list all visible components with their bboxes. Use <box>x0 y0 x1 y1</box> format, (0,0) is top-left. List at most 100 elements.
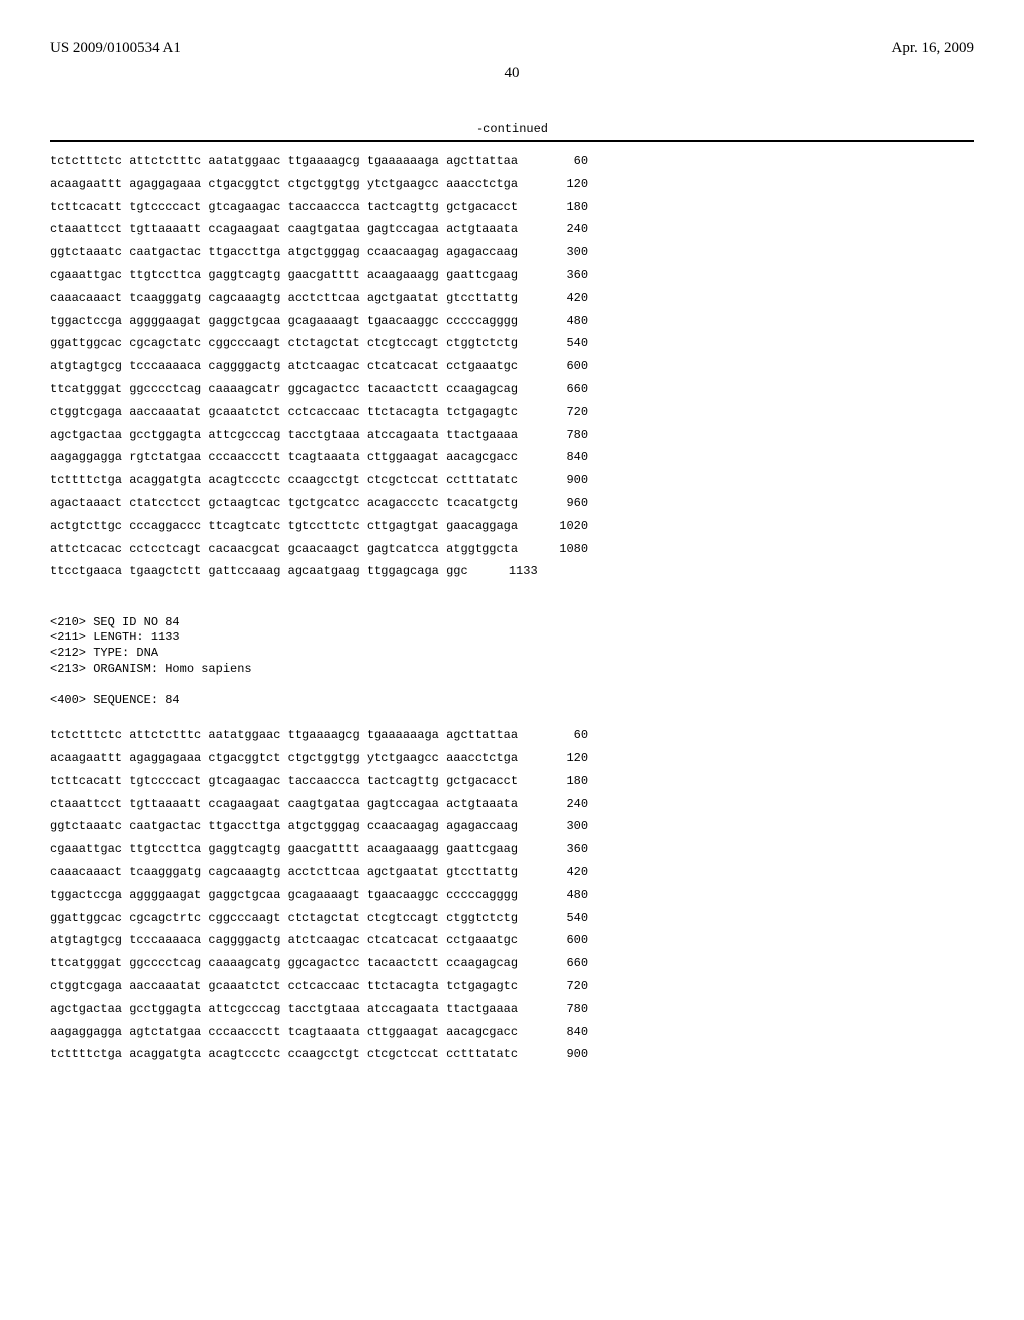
sequence-text: ctggtcgaga aaccaaatat gcaaatctct cctcacc… <box>50 975 518 998</box>
sequence-text: ctaaattcct tgttaaaatt ccagaagaat caagtga… <box>50 218 518 241</box>
sequence-text: ggattggcac cgcagctrtc cggcccaagt ctctagc… <box>50 907 518 930</box>
sequence-text: agactaaact ctatcctcct gctaagtcac tgctgca… <box>50 492 518 515</box>
sequence-row: ggtctaaatc caatgactac ttgaccttga atgctgg… <box>50 815 974 838</box>
publication-date: Apr. 16, 2009 <box>892 40 975 57</box>
sequence-row: ctggtcgaga aaccaaatat gcaaatctct cctcacc… <box>50 975 974 998</box>
sequence-row: ctaaattcct tgttaaaatt ccagaagaat caagtga… <box>50 218 974 241</box>
sequence-row: tctctttctc attctctttc aatatggaac ttgaaaa… <box>50 724 974 747</box>
sequence-text: caaacaaact tcaagggatg cagcaaagtg acctctt… <box>50 287 518 310</box>
sequence-row: aagaggagga agtctatgaa cccaaccctt tcagtaa… <box>50 1021 974 1044</box>
sequence-text: agctgactaa gcctggagta attcgcccag tacctgt… <box>50 998 518 1021</box>
sequence-row: agactaaact ctatcctcct gctaagtcac tgctgca… <box>50 492 974 515</box>
sequence-row: ggtctaaatc caatgactac ttgaccttga atgctgg… <box>50 241 974 264</box>
sequence-row: ggattggcac cgcagctatc cggcccaagt ctctagc… <box>50 332 974 355</box>
sequence-text: tcttttctga acaggatgta acagtccctc ccaagcc… <box>50 469 518 492</box>
sequence-position: 240 <box>548 793 588 816</box>
sequence-position: 840 <box>548 446 588 469</box>
sequence-text: aagaggagga agtctatgaa cccaaccctt tcagtaa… <box>50 1021 518 1044</box>
sequence-row: cgaaattgac ttgtccttca gaggtcagtg gaacgat… <box>50 838 974 861</box>
sequence-text: tcttcacatt tgtccccact gtcagaagac taccaac… <box>50 770 518 793</box>
sequence-text: caaacaaact tcaagggatg cagcaaagtg acctctt… <box>50 861 518 884</box>
sequence-row: tggactccga aggggaagat gaggctgcaa gcagaaa… <box>50 884 974 907</box>
publication-number: US 2009/0100534 A1 <box>50 40 181 57</box>
sequence-row: ttcatgggat ggcccctcag caaaagcatr ggcagac… <box>50 378 974 401</box>
sequence-text: ctggtcgaga aaccaaatat gcaaatctct cctcacc… <box>50 401 518 424</box>
sequence-row: tctctttctc attctctttc aatatggaac ttgaaaa… <box>50 150 974 173</box>
sequence-position: 240 <box>548 218 588 241</box>
sequence-text: aagaggagga rgtctatgaa cccaaccctt tcagtaa… <box>50 446 518 469</box>
meta-seq-id: <210> SEQ ID NO 84 <box>50 615 180 629</box>
sequence-position: 660 <box>548 952 588 975</box>
sequence-row: caaacaaact tcaagggatg cagcaaagtg acctctt… <box>50 287 974 310</box>
sequence-position: 300 <box>548 241 588 264</box>
sequence-position: 900 <box>548 469 588 492</box>
sequence-row: tcttttctga acaggatgta acagtccctc ccaagcc… <box>50 469 974 492</box>
sequence-text: attctcacac cctcctcagt cacaacgcat gcaacaa… <box>50 538 518 561</box>
sequence-text: ttcctgaaca tgaagctctt gattccaaag agcaatg… <box>50 560 468 583</box>
sequence-row: acaagaattt agaggagaaa ctgacggtct ctgctgg… <box>50 747 974 770</box>
sequence-text: tctctttctc attctctttc aatatggaac ttgaaaa… <box>50 724 518 747</box>
sequence-position: 120 <box>548 173 588 196</box>
sequence-position: 300 <box>548 815 588 838</box>
sequence-row: aagaggagga rgtctatgaa cccaaccctt tcagtaa… <box>50 446 974 469</box>
sequence-row: tggactccga aggggaagat gaggctgcaa gcagaaa… <box>50 310 974 333</box>
sequence-text: tggactccga aggggaagat gaggctgcaa gcagaaa… <box>50 310 518 333</box>
sequence-text: ctaaattcct tgttaaaatt ccagaagaat caagtga… <box>50 793 518 816</box>
sequence-position: 840 <box>548 1021 588 1044</box>
sequence-position: 360 <box>548 264 588 287</box>
sequence-position: 720 <box>548 975 588 998</box>
sequence-position: 720 <box>548 401 588 424</box>
sequence-position: 60 <box>548 150 588 173</box>
sequence-row: ttcatgggat ggcccctcag caaaagcatg ggcagac… <box>50 952 974 975</box>
sequence-position: 900 <box>548 1043 588 1066</box>
sequence-text: cgaaattgac ttgtccttca gaggtcagtg gaacgat… <box>50 838 518 861</box>
sequence-text: ggtctaaatc caatgactac ttgaccttga atgctgg… <box>50 241 518 264</box>
meta-type: <212> TYPE: DNA <box>50 646 158 660</box>
sequence-row: attctcacac cctcctcagt cacaacgcat gcaacaa… <box>50 538 974 561</box>
sequence-row: ctggtcgaga aaccaaatat gcaaatctct cctcacc… <box>50 401 974 424</box>
sequence-text: tcttttctga acaggatgta acagtccctc ccaagcc… <box>50 1043 518 1066</box>
sequence-text: agctgactaa gcctggagta attcgcccag tacctgt… <box>50 424 518 447</box>
sequence-position: 600 <box>548 355 588 378</box>
sequence-position: 600 <box>548 929 588 952</box>
sequence-row: ttcctgaaca tgaagctctt gattccaaag agcaatg… <box>50 560 974 583</box>
sequence-position: 480 <box>548 310 588 333</box>
sequence-position: 1080 <box>548 538 588 561</box>
sequence-text: acaagaattt agaggagaaa ctgacggtct ctgctgg… <box>50 173 518 196</box>
sequence-row: cgaaattgac ttgtccttca gaggtcagtg gaacgat… <box>50 264 974 287</box>
sequence-position: 120 <box>548 747 588 770</box>
meta-organism: <213> ORGANISM: Homo sapiens <box>50 662 252 676</box>
sequence-row: acaagaattt agaggagaaa ctgacggtct ctgctgg… <box>50 173 974 196</box>
sequence-row: actgtcttgc cccaggaccc ttcagtcatc tgtcctt… <box>50 515 974 538</box>
sequence-position: 540 <box>548 907 588 930</box>
sequence-row: caaacaaact tcaagggatg cagcaaagtg acctctt… <box>50 861 974 884</box>
sequence-row: tcttttctga acaggatgta acagtccctc ccaagcc… <box>50 1043 974 1066</box>
sequence-text: actgtcttgc cccaggaccc ttcagtcatc tgtcctt… <box>50 515 518 538</box>
sequence-position: 1133 <box>498 560 538 583</box>
sequence-row: agctgactaa gcctggagta attcgcccag tacctgt… <box>50 424 974 447</box>
sequence-text: ttcatgggat ggcccctcag caaaagcatg ggcagac… <box>50 952 518 975</box>
sequence-position: 180 <box>548 770 588 793</box>
section-rule <box>50 140 974 142</box>
sequence-position: 420 <box>548 861 588 884</box>
sequence-meta: <210> SEQ ID NO 84 <211> LENGTH: 1133 <2… <box>50 599 974 708</box>
sequence-text: acaagaattt agaggagaaa ctgacggtct ctgctgg… <box>50 747 518 770</box>
sequence-position: 660 <box>548 378 588 401</box>
sequence-position: 180 <box>548 196 588 219</box>
page-number: 40 <box>50 65 974 82</box>
continued-label: -continued <box>50 122 974 136</box>
sequence-row: atgtagtgcg tcccaaaaca caggggactg atctcaa… <box>50 355 974 378</box>
sequence-text: tcttcacatt tgtccccact gtcagaagac taccaac… <box>50 196 518 219</box>
page-header: US 2009/0100534 A1 Apr. 16, 2009 <box>50 40 974 57</box>
sequence-row: ggattggcac cgcagctrtc cggcccaagt ctctagc… <box>50 907 974 930</box>
sequence-row: tcttcacatt tgtccccact gtcagaagac taccaac… <box>50 770 974 793</box>
sequence-text: tggactccga aggggaagat gaggctgcaa gcagaaa… <box>50 884 518 907</box>
sequence-position: 480 <box>548 884 588 907</box>
meta-length: <211> LENGTH: 1133 <box>50 630 180 644</box>
sequence-position: 780 <box>548 424 588 447</box>
sequence-text: ttcatgggat ggcccctcag caaaagcatr ggcagac… <box>50 378 518 401</box>
sequence-text: ggtctaaatc caatgactac ttgaccttga atgctgg… <box>50 815 518 838</box>
sequence-row: agctgactaa gcctggagta attcgcccag tacctgt… <box>50 998 974 1021</box>
sequence-text: tctctttctc attctctttc aatatggaac ttgaaaa… <box>50 150 518 173</box>
sequence-text: atgtagtgcg tcccaaaaca caggggactg atctcaa… <box>50 355 518 378</box>
